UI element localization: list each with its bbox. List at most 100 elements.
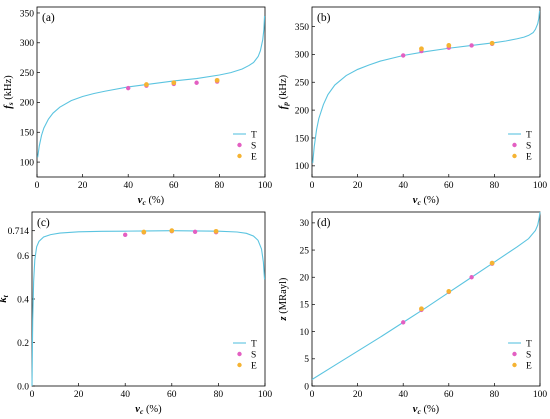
legend: TSE: [233, 339, 257, 371]
x-axis-title: vc (%): [138, 195, 165, 207]
data-point-E: [419, 46, 424, 52]
data-point-E: [214, 77, 220, 83]
data-point-S: [123, 232, 128, 238]
x-tick-label: 0: [310, 181, 315, 191]
data-point-S: [126, 85, 131, 91]
x-tick-label: 40: [123, 181, 133, 191]
legend-swatch-E: [237, 362, 242, 368]
legend-label-T: T: [251, 130, 257, 140]
x-axis-title: vc (%): [135, 404, 162, 416]
x-axis-title: vc (%): [413, 195, 440, 207]
data-point-E: [446, 43, 452, 48]
x-tick-label: 40: [120, 390, 130, 400]
plot-frame: [36, 6, 266, 178]
legend-label-E: E: [526, 152, 532, 162]
x-tick-label: 100: [533, 390, 548, 400]
data-point-E: [489, 260, 495, 266]
y-tick-label: 0.714: [8, 227, 30, 237]
y-tick-label: 5: [304, 355, 309, 365]
x-tick-label: 0: [35, 181, 40, 191]
chart-panel-d: 0 20 40 60 80 100 0 5 10 15 20 25 30 (d) vc (%) z (MRay…: [278, 211, 548, 416]
y-tick-label: 0: [304, 382, 309, 392]
legend: TSE: [508, 339, 532, 371]
legend-label-E: E: [526, 361, 532, 371]
data-point-E: [171, 80, 177, 86]
x-tick-label: 100: [258, 181, 273, 191]
data-point-E: [446, 288, 452, 294]
data-point-E: [489, 40, 495, 46]
legend-label-E: E: [251, 361, 257, 371]
chart-panel-c: 0 20 40 60 80 100 0.0 0.2 0.4 0.6 0.714 (c) vc (%) kt…: [0, 211, 272, 416]
legend-label-T: T: [251, 339, 257, 349]
y-axis-title: fp (kHz): [278, 74, 290, 109]
y-tick-label: 300: [20, 39, 35, 49]
legend-swatch-E: [512, 153, 517, 159]
legend-swatch-S: [512, 142, 517, 148]
y-tick-label: 250: [20, 69, 35, 79]
data-point-S: [192, 229, 198, 234]
y-tick-label: 150: [20, 129, 35, 139]
y-tick-label: 200: [20, 99, 35, 109]
x-tick-label: 60: [444, 390, 454, 400]
x-tick-label: 40: [398, 181, 408, 191]
x-tick-label: 20: [74, 390, 84, 400]
y-tick-label: 150: [295, 134, 310, 144]
y-tick-label: 20: [300, 274, 310, 284]
x-tick-label: 20: [353, 390, 363, 400]
data-point-E: [213, 228, 219, 234]
legend-swatch-S: [237, 142, 242, 148]
y-tick-label: 100: [20, 158, 35, 168]
x-tick-label: 60: [444, 181, 454, 191]
y-tick-label: 0.0: [17, 382, 29, 392]
data-point-S: [194, 80, 199, 85]
legend-label-S: S: [251, 141, 256, 151]
plot-frame: [311, 211, 541, 387]
data-point-E: [141, 229, 147, 235]
series-line-T: [31, 230, 266, 387]
data-point-E: [419, 306, 424, 312]
data-point-E: [169, 228, 175, 234]
series-line-T: [37, 15, 266, 158]
x-tick-label: 80: [214, 390, 224, 400]
panel-label: (a): [42, 12, 55, 24]
y-axis-title: z (MRayl): [278, 277, 289, 321]
x-tick-label: 80: [215, 181, 225, 191]
x-tick-label: 20: [78, 181, 88, 191]
y-tick-label: 0.6: [17, 252, 29, 262]
legend-swatch-S: [512, 351, 517, 357]
legend-swatch-S: [237, 351, 242, 357]
legend-label-T: T: [526, 130, 532, 140]
y-tick-label: 10: [300, 328, 310, 338]
y-tick-label: 350: [20, 9, 35, 19]
legend-label-S: S: [526, 350, 531, 360]
legend: TSE: [508, 130, 532, 162]
legend-label-E: E: [251, 152, 257, 162]
y-tick-label: 350: [295, 23, 310, 33]
panel-label: (c): [37, 217, 50, 229]
x-tick-label: 60: [169, 181, 179, 191]
series-line-T: [311, 211, 541, 380]
data-point-S: [401, 320, 406, 325]
x-tick-label: 40: [398, 390, 408, 400]
data-point-S: [401, 53, 406, 58]
y-tick-label: 250: [295, 79, 310, 89]
series-line-T: [312, 10, 541, 164]
data-point-E: [144, 82, 149, 87]
x-tick-label: 20: [353, 181, 363, 191]
legend-label-S: S: [251, 350, 256, 360]
y-tick-label: 15: [300, 301, 310, 311]
y-tick-label: 30: [300, 219, 310, 229]
y-axis-title: fs (kHz): [3, 75, 15, 109]
panel-label: (b): [317, 12, 331, 24]
x-axis-title: vc (%): [413, 404, 440, 416]
y-axis-title: kt: [0, 294, 10, 302]
data-point-S: [469, 43, 474, 48]
chart-panel-b: 0 20 40 60 80 100 100 150 200 250 300 350 (b) vc (%) f…: [278, 6, 547, 207]
data-point-S: [469, 275, 474, 280]
y-tick-label: 25: [300, 246, 310, 256]
x-tick-label: 80: [490, 181, 500, 191]
legend-swatch-E: [512, 362, 517, 368]
y-tick-label: 0.4: [17, 295, 29, 305]
legend: TSE: [233, 130, 257, 162]
